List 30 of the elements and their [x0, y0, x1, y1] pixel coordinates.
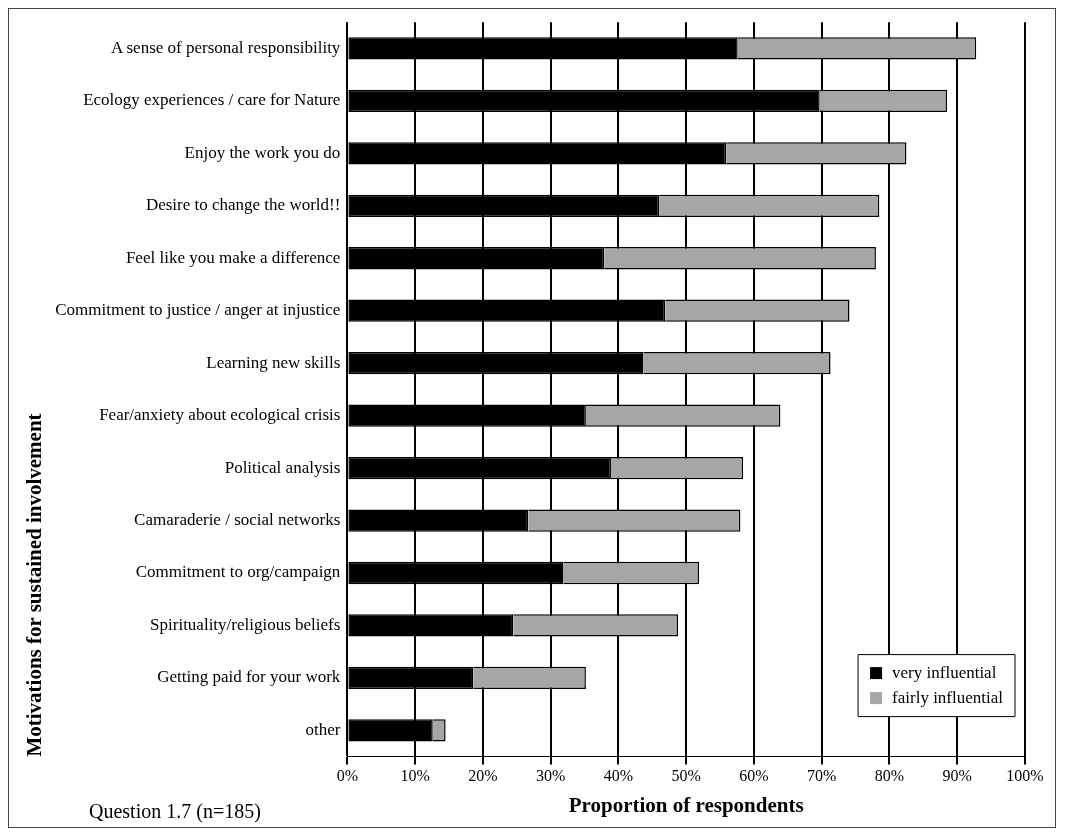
legend-label: fairly influential — [892, 687, 1004, 707]
x-tick-label: 20% — [468, 767, 498, 785]
x-tick-label: 50% — [671, 767, 701, 785]
y-tick-label: Spirituality/religious beliefs — [150, 614, 341, 634]
y-axis-title: Motivations for sustained involvement — [22, 413, 47, 757]
y-tick-label: Getting paid for your work — [157, 667, 341, 687]
x-tick-label: 100% — [1006, 767, 1044, 785]
y-tick-label: other — [305, 719, 341, 739]
y-tick-label: Camaraderie / social networks — [134, 510, 341, 530]
x-tick-label: 40% — [603, 767, 634, 785]
x-tick-label: 80% — [874, 767, 905, 785]
y-tick-label: Feel like you make a difference — [125, 247, 341, 267]
y-tick-label: Commitment to org/campaign — [135, 562, 341, 582]
x-tick-label: 0% — [336, 767, 359, 785]
text: Question 1.7 (n=185) — [89, 800, 261, 824]
y-tick-label: Enjoy the work you do — [184, 142, 341, 162]
x-tick-label: 30% — [535, 767, 566, 785]
x-tick-label: 90% — [942, 767, 972, 785]
y-tick-label: Ecology experiences / care for Nature — [83, 90, 341, 110]
y-tick-label: Fear/anxiety about ecological crisis — [99, 405, 341, 425]
x-axis-title: Proportion of respondents — [568, 792, 804, 817]
x-tick-label: 60% — [739, 767, 769, 785]
x-tick-label: 10% — [400, 767, 430, 785]
y-tick-label: Desire to change the world!! — [145, 195, 341, 215]
y-tick-label: Commitment to justice / anger at injustice — [55, 300, 341, 320]
x-tick-label: 70% — [807, 767, 837, 785]
y-tick-label: A sense of personal responsibility — [110, 37, 341, 57]
y-tick-label: Learning new skills — [206, 352, 341, 372]
y-tick-label: Political analysis — [224, 457, 341, 477]
legend-label: very influential — [892, 662, 997, 682]
